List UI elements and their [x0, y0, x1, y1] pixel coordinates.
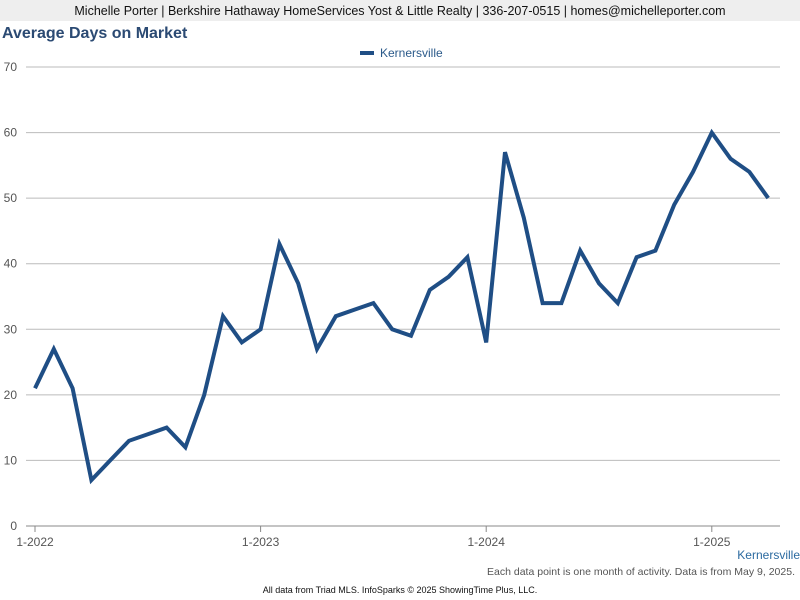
- footer-credit: All data from Triad MLS. InfoSparks © 20…: [262, 585, 538, 595]
- y-tick-label: 10: [4, 453, 18, 467]
- data-point[interactable]: [446, 274, 452, 280]
- chart-legend[interactable]: Kernersville: [360, 46, 443, 60]
- y-tick-label: 20: [4, 388, 18, 402]
- y-tick-label: 30: [4, 322, 18, 336]
- x-tick-label: 1-2022: [16, 535, 54, 549]
- data-note: Each data point is one month of activity…: [487, 566, 795, 578]
- x-tick-label: 1-2025: [693, 535, 731, 549]
- data-point[interactable]: [126, 438, 132, 444]
- data-point[interactable]: [690, 169, 696, 175]
- data-point[interactable]: [314, 346, 320, 352]
- data-point[interactable]: [201, 392, 207, 398]
- axes: [34, 526, 713, 532]
- y-tick-label: 70: [4, 60, 18, 74]
- agent-header: Michelle Porter | Berkshire Hathaway Hom…: [0, 0, 800, 21]
- data-point[interactable]: [145, 431, 151, 437]
- data-point[interactable]: [577, 248, 583, 254]
- data-point[interactable]: [615, 300, 621, 306]
- data-point[interactable]: [370, 300, 376, 306]
- data-point[interactable]: [483, 339, 489, 345]
- series-end-label: Kernersville: [737, 548, 800, 562]
- data-point[interactable]: [652, 248, 658, 254]
- data-point[interactable]: [88, 477, 94, 483]
- data-point[interactable]: [502, 149, 508, 155]
- chart-title: Average Days on Market: [2, 25, 188, 42]
- data-point[interactable]: [521, 215, 527, 221]
- agent-contact-text: Michelle Porter | Berkshire Hathaway Hom…: [74, 3, 726, 18]
- data-point[interactable]: [107, 457, 113, 463]
- data-point[interactable]: [182, 444, 188, 450]
- data-point[interactable]: [70, 385, 76, 391]
- series-line-kernersville[interactable]: [33, 128, 770, 485]
- data-point[interactable]: [558, 300, 564, 306]
- y-tick-label: 50: [4, 191, 18, 205]
- data-point[interactable]: [51, 346, 57, 352]
- data-point[interactable]: [671, 202, 677, 208]
- data-point[interactable]: [164, 425, 170, 431]
- data-point[interactable]: [220, 313, 226, 319]
- data-point[interactable]: [709, 130, 715, 136]
- series-layer: [32, 128, 771, 485]
- data-point[interactable]: [239, 339, 245, 345]
- data-point[interactable]: [634, 254, 640, 260]
- y-tick-label: 60: [4, 126, 18, 140]
- x-tick-label: 1-2023: [242, 535, 280, 549]
- data-point[interactable]: [427, 287, 433, 293]
- data-point[interactable]: [464, 254, 470, 260]
- data-point[interactable]: [408, 333, 414, 339]
- data-point[interactable]: [540, 300, 546, 306]
- y-tick-label: 0: [10, 519, 17, 533]
- tick-labels: 0 10 20 30 40 50 60 70 1-2022 1-2023 1-2024 1-2025 K…: [4, 60, 800, 562]
- data-point[interactable]: [389, 326, 395, 332]
- data-point[interactable]: [728, 156, 734, 162]
- data-point[interactable]: [746, 169, 752, 175]
- x-tick-label: 1-2024: [468, 535, 506, 549]
- data-point[interactable]: [32, 385, 38, 391]
- data-point[interactable]: [333, 313, 339, 319]
- legend-swatch: [360, 51, 374, 55]
- legend-label: Kernersville: [380, 46, 443, 60]
- data-point[interactable]: [276, 241, 282, 247]
- data-point[interactable]: [352, 307, 358, 313]
- y-tick-label: 40: [4, 257, 18, 271]
- data-point[interactable]: [295, 280, 301, 286]
- grid-lines: [26, 66, 780, 527]
- data-point[interactable]: [258, 326, 264, 332]
- data-point[interactable]: [765, 195, 771, 201]
- data-point[interactable]: [596, 280, 602, 286]
